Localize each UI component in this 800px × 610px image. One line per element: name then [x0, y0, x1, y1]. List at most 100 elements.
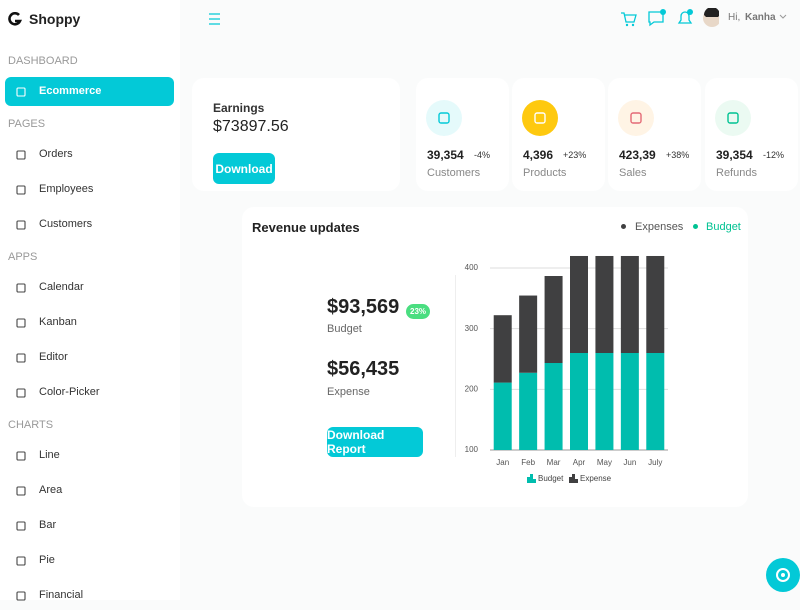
nav-icon-shape	[16, 283, 26, 293]
stat-icon	[618, 100, 654, 136]
stat-icon-glyph	[727, 112, 739, 124]
stat-icon-bg	[426, 100, 462, 136]
bar-segment	[544, 363, 563, 450]
stat-card: 4,396 +23% Products	[512, 78, 605, 191]
nav-icon	[16, 87, 26, 97]
menu-button[interactable]	[207, 12, 223, 26]
bar-segment	[620, 255, 639, 353]
nav-label: Calendar	[39, 281, 84, 293]
nav-icon	[16, 318, 26, 328]
stat-change: -12%	[763, 150, 785, 160]
brand-logo[interactable]	[8, 12, 22, 26]
stat-icon-glyph	[630, 112, 642, 124]
budget-label: Budget	[327, 323, 362, 335]
nav-item[interactable]: Area	[5, 476, 174, 505]
stat-value: 39,354	[716, 148, 753, 162]
nav-icon	[16, 353, 26, 363]
stat-icon	[522, 100, 558, 136]
nav-icon-shape	[16, 521, 26, 531]
nav-label: Line	[39, 449, 60, 461]
nav-item[interactable]: Kanban	[5, 308, 174, 337]
nav-item[interactable]: Customers	[5, 210, 174, 239]
stat-value: 4,396	[523, 148, 554, 162]
bar-segment	[519, 372, 538, 450]
stat-icon	[715, 100, 751, 136]
stat-card: 423,39 +38% Sales	[608, 78, 701, 191]
bar-segment	[544, 276, 563, 364]
nav-label: Ecommerce	[39, 85, 102, 97]
nav-label: Editor	[39, 351, 68, 363]
download-button[interactable]: Download	[213, 153, 275, 184]
legend-label: Budget	[706, 221, 741, 233]
nav-item[interactable]: Financial	[5, 581, 174, 610]
nav-item[interactable]: Employees	[5, 175, 174, 204]
nav-item[interactable]: Bar	[5, 511, 174, 540]
stat-icon-bg	[618, 100, 654, 136]
nav-icon	[16, 486, 26, 496]
y-tick-label: 300	[465, 324, 479, 333]
x-tick-label: Apr	[573, 458, 586, 467]
bar-segment	[570, 352, 588, 450]
section-title: CHARTS	[8, 419, 54, 431]
stat-change: +23%	[563, 150, 587, 160]
bar-segment	[595, 255, 614, 353]
nav-icon-shape	[16, 318, 26, 328]
stat-change: -4%	[474, 150, 491, 160]
legend-item: Expense	[569, 474, 612, 483]
stat-icon-glyph	[438, 112, 450, 124]
chat-button[interactable]	[648, 9, 666, 27]
nav-item[interactable]: Line	[5, 441, 174, 470]
nav-label: Bar	[39, 519, 57, 531]
nav-item[interactable]: Color-Picker	[5, 378, 174, 407]
nav-item[interactable]: Pie	[5, 546, 174, 575]
budget-amount: $93,569	[327, 296, 400, 318]
divider	[455, 275, 456, 457]
section-title: APPS	[8, 251, 38, 263]
brand[interactable]: Shoppy	[29, 11, 81, 27]
nav-icon-shape	[16, 220, 26, 230]
nav-icon	[16, 150, 26, 160]
stat-icon-bg	[522, 100, 558, 136]
user-menu-chevron[interactable]	[779, 14, 787, 20]
settings-button[interactable]	[766, 558, 800, 592]
cart-button[interactable]	[621, 12, 637, 27]
earnings-card: Earnings $73897.56 Download	[192, 78, 400, 191]
nav-label: Financial	[39, 589, 84, 601]
bar-segment	[595, 352, 614, 450]
notification-button[interactable]	[677, 9, 693, 24]
nav-item[interactable]: Ecommerce	[5, 77, 174, 106]
nav-icon	[16, 283, 26, 293]
legend-dot	[693, 224, 698, 229]
nav-label: Customers	[39, 218, 93, 230]
avatar[interactable]	[703, 8, 719, 27]
stat-label: Customers	[427, 167, 481, 179]
stat-label: Products	[523, 167, 567, 179]
expense-amount: $56,435	[327, 358, 400, 380]
bar-segment	[620, 352, 639, 450]
stat-label: Sales	[619, 167, 647, 179]
bar-segment	[493, 382, 512, 450]
nav-icon-shape	[16, 451, 26, 461]
bar-segment	[570, 255, 588, 353]
y-tick-label: 100	[465, 445, 479, 454]
nav-icon-shape	[16, 556, 26, 566]
download-report-button[interactable]: Download Report	[327, 427, 423, 457]
stat-value: 423,39	[619, 148, 656, 162]
x-tick-label: Jun	[623, 458, 636, 467]
legend-label: Expenses	[635, 221, 684, 233]
legend-label: Expense	[580, 474, 612, 483]
stat-change: +38%	[666, 150, 690, 160]
nav-icon-shape	[16, 87, 26, 97]
stat-card: 39,354 -12% Refunds	[705, 78, 798, 191]
legend-swatch	[569, 474, 578, 483]
nav-label: Kanban	[39, 316, 77, 328]
nav-icon	[16, 451, 26, 461]
user-name[interactable]: Kanha	[745, 12, 776, 23]
stat-icon-bg	[715, 100, 751, 136]
nav-item[interactable]: Orders	[5, 140, 174, 169]
nav-item[interactable]: Editor	[5, 343, 174, 372]
bar-segment	[646, 255, 665, 353]
nav-item[interactable]: Calendar	[5, 273, 174, 302]
section-title: PAGES	[8, 118, 46, 130]
